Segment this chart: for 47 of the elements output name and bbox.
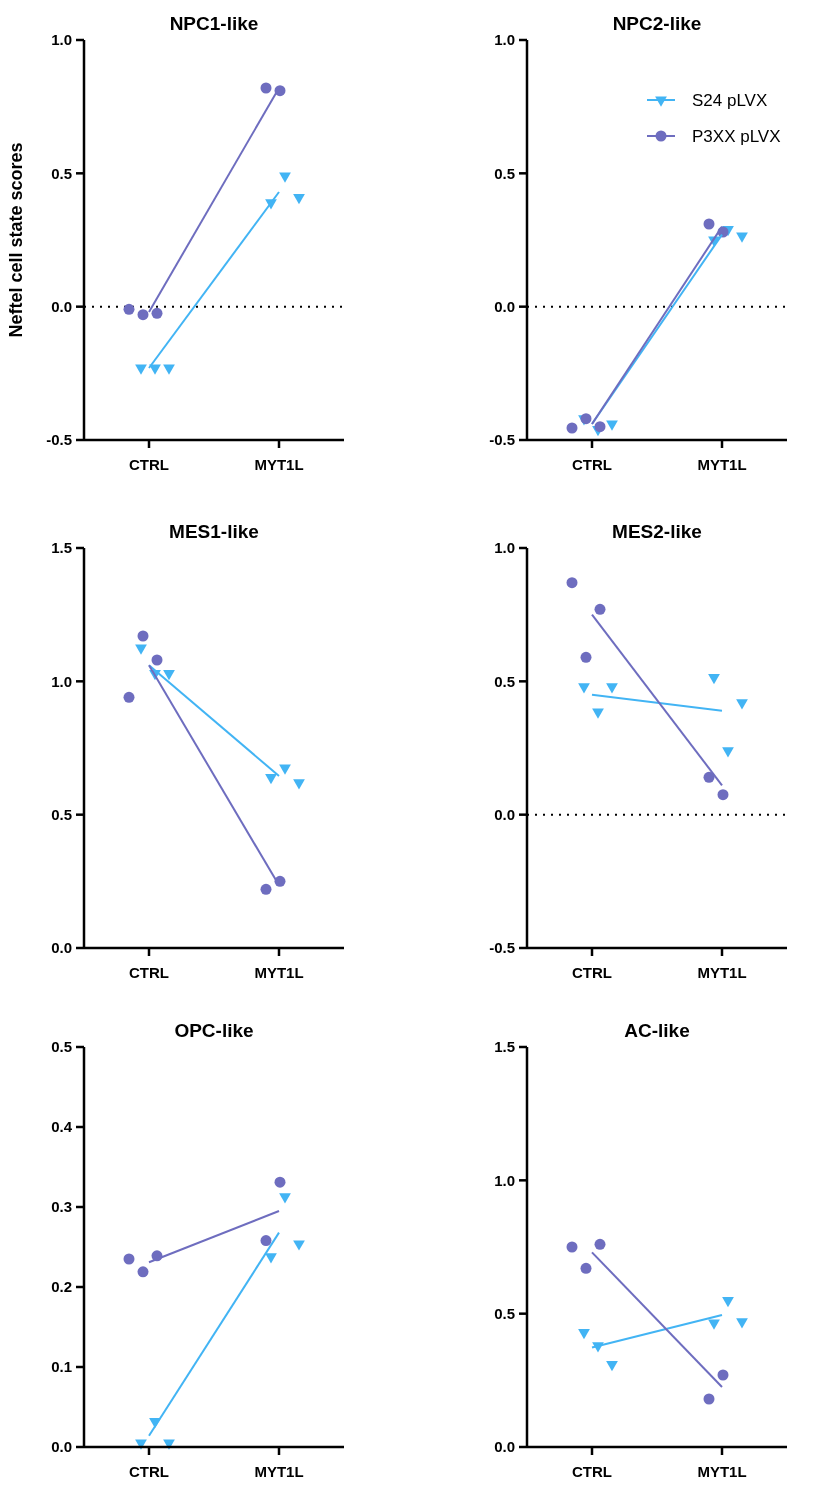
y-tick-label: 0.0 [51,939,72,957]
y-tick-label: 0.4 [51,1118,73,1136]
chart-title: OPC-like [174,1020,254,1041]
y-tick-label: 0.3 [51,1198,72,1216]
x-tick-label: MYT1L [254,964,304,981]
chart-title: AC-like [624,1020,690,1041]
y-tick-label: 0.1 [51,1358,72,1376]
x-tick-label: CTRL [572,1463,612,1480]
x-tick-label: CTRL [129,1463,169,1480]
y-tick-label: 1.0 [51,31,72,49]
x-tick-label: MYT1L [697,456,747,473]
chart-title: NPC2-like [612,13,702,34]
y-tick-label: 0.0 [494,805,515,823]
x-tick-label: CTRL [129,456,169,473]
y-tick-label: 0.5 [51,805,72,823]
y-tick-label: 1.0 [494,539,515,557]
y-tick-label: 0.5 [494,164,515,182]
y-tick-label: 1.0 [494,31,515,49]
y-tick-label: 0.0 [494,1438,515,1456]
y-tick-label: 0.0 [51,1438,72,1456]
y-tick-label: 1.0 [494,1171,515,1189]
y-tick-label: 0.5 [494,672,515,690]
x-tick-label: MYT1L [697,964,747,981]
x-tick-label: CTRL [572,964,612,981]
y-tick-label: -0.5 [489,939,515,957]
y-tick-label: 0.0 [51,297,72,315]
chart-title: NPC1-like [169,13,259,34]
y-tick-label: 0.0 [494,297,515,315]
x-tick-label: CTRL [572,456,612,473]
x-tick-label: MYT1L [254,1463,304,1480]
y-tick-label: 1.5 [494,1038,515,1056]
x-tick-label: MYT1L [254,456,304,473]
y-tick-label: 0.5 [494,1304,515,1322]
y-tick-label: -0.5 [46,431,72,449]
y-tick-label: 0.5 [51,1038,72,1056]
chart-title: MES2-like [612,521,702,542]
chart-title: MES1-like [169,521,259,542]
y-tick-label: 1.0 [51,672,72,690]
legend-label: S24 pLVX [692,90,768,110]
x-tick-label: MYT1L [697,1463,747,1480]
y-axis-title: Neftel cell state scores [6,142,26,338]
x-tick-label: CTRL [129,964,169,981]
legend-label: P3XX pLVX [692,126,781,146]
y-tick-label: -0.5 [489,431,515,449]
y-tick-label: 0.2 [51,1278,72,1296]
y-tick-label: 0.5 [51,164,72,182]
y-tick-label: 1.5 [51,539,72,557]
